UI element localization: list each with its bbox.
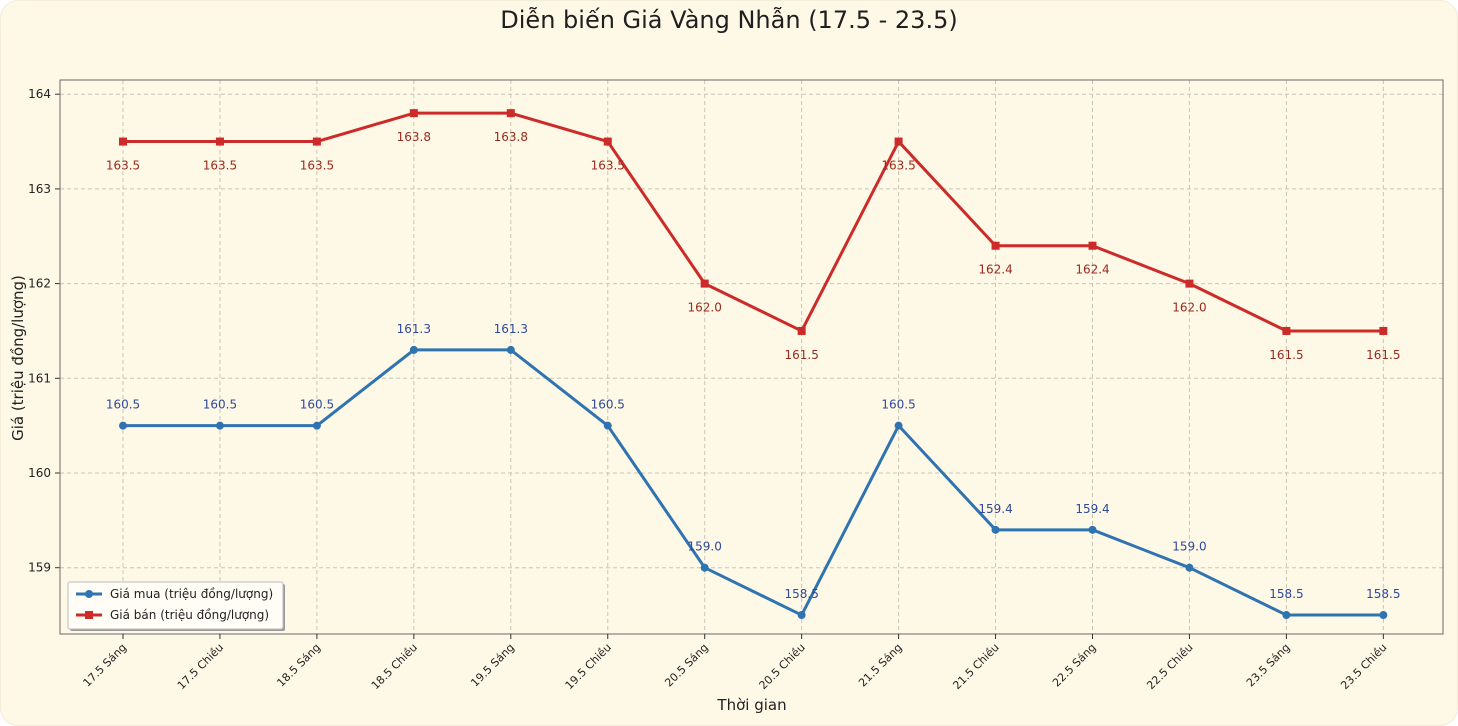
data-label: 162.0 [1172,301,1206,315]
data-point [1379,611,1388,620]
data-point [1379,326,1388,335]
data-label: 163.8 [397,130,431,144]
x-tick-label: 20.5 Chiều [757,641,808,692]
legend-label: Giá mua (triệu đồng/lượng) [110,587,273,601]
legend-marker [85,611,93,619]
data-point [119,137,127,146]
data-label: 161.5 [1269,348,1303,362]
data-point [991,525,1000,534]
data-label: 161.3 [397,322,431,336]
data-label: 162.4 [978,263,1012,277]
data-point [894,421,903,430]
data-label: 159.4 [1075,502,1109,516]
x-tick-label: 19.5 Chiều [563,641,614,692]
y-tick-label: 163 [28,182,51,196]
data-label: 160.5 [203,398,237,412]
grid [60,80,1443,634]
data-point [312,137,321,146]
x-tick-label: 17.5 Chiều [175,641,226,692]
data-point [894,137,903,146]
x-tick-label: 20.5 Sáng [662,641,711,690]
x-tick-label: 21.5 Chiều [950,641,1001,692]
x-tick-label: 23.5 Sáng [1244,641,1293,690]
data-point [991,241,1000,250]
data-label: 160.5 [106,398,140,412]
data-point [409,109,418,118]
y-tick-label: 160 [28,466,51,480]
data-point [797,326,806,335]
x-tick-label: 19.5 Sáng [468,641,517,690]
data-label: 159.0 [688,540,722,554]
x-axis-label: Thời gian [716,696,786,714]
series [119,109,1388,620]
y-axis-label: Giá (triệu đồng/lượng) [9,275,27,441]
x-tick-label: 21.5 Sáng [856,641,905,690]
data-point [1282,611,1291,620]
data-label: 163.5 [106,159,140,173]
plot-frame [59,79,1444,635]
legend-label: Giá bán (triệu đồng/lượng) [110,608,269,622]
data-label: 163.5 [203,159,237,173]
data-point [797,611,806,620]
y-tick-label: 161 [28,371,51,385]
x-tick-label: 17.5 Sáng [81,641,130,690]
y-tick-label: 162 [28,277,51,291]
x-tick-label: 22.5 Chiều [1144,641,1195,692]
x-tick-label: 18.5 Sáng [274,641,323,690]
data-point [1088,525,1097,534]
data-label: 158.5 [1269,587,1303,601]
data-point [215,137,224,146]
data-label: 159.4 [978,502,1012,516]
y-tick-label: 159 [28,561,51,575]
data-label: 163.5 [300,159,334,173]
legend-marker [85,590,93,598]
data-point [1185,279,1194,288]
data-point [700,563,709,572]
data-point [700,279,709,288]
data-label: 161.3 [494,322,528,336]
data-labels: 160.5 160.5 160.5 161.3 161.3 160.5 159.0 158.5… [106,130,1401,601]
data-label: 162.0 [688,301,722,315]
data-point [215,421,224,430]
data-label: 158.5 [784,587,818,601]
x-tick-label: 23.5 Chiều [1338,641,1389,692]
data-point [1088,241,1097,250]
legend: Giá mua (triệu đồng/lượng) Giá bán (triệu… [67,581,285,631]
data-point [1185,563,1194,572]
data-point [409,345,418,354]
plot-area [60,80,1443,634]
x-tick-label: 22.5 Sáng [1050,641,1099,690]
data-point [506,109,515,118]
data-label: 162.4 [1075,263,1109,277]
data-label: 158.5 [1366,587,1400,601]
data-label: 163.5 [881,159,915,173]
data-point [603,421,612,430]
legend-box [67,581,284,630]
data-point [506,345,515,354]
data-label: 160.5 [591,398,625,412]
data-label: 163.5 [591,159,625,173]
data-point [603,137,612,146]
data-point [119,421,127,430]
data-point [1282,326,1291,335]
data-label: 161.5 [784,348,818,362]
data-label: 160.5 [300,398,334,412]
y-tick-label: 164 [28,87,51,101]
x-tick-label: 18.5 Chiều [369,641,420,692]
data-label: 160.5 [881,398,915,412]
data-point [312,421,321,430]
series-line [123,348,1384,617]
chart-title: Diễn biến Giá Vàng Nhẫn (17.5 - 23.5) [500,6,958,34]
data-label: 163.8 [494,130,528,144]
series-line [123,111,1384,333]
data-label: 159.0 [1172,540,1206,554]
data-label: 161.5 [1366,348,1400,362]
